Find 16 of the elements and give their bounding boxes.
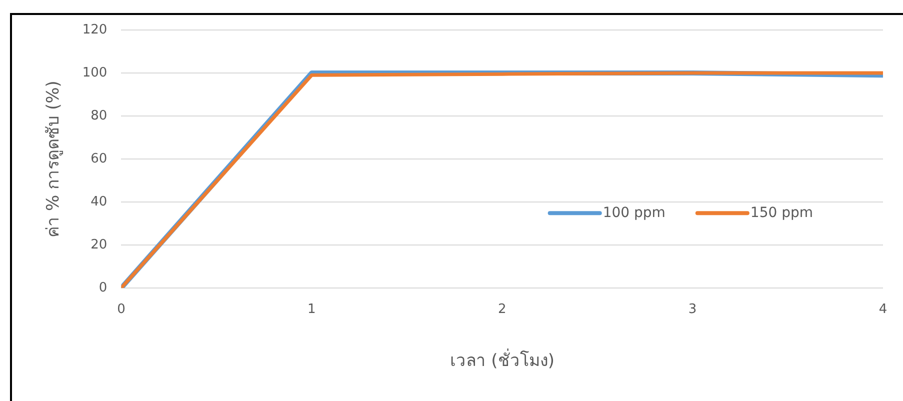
y-tick-label: 20 [90,237,108,252]
x-tick-label: 2 [498,302,506,318]
y-tick-label: 0 [98,280,108,296]
legend-label: 150 ppm [750,204,814,221]
x-tick-label: 4 [878,302,888,318]
x-axis-title: เวลา (ชั่วโมง) [450,348,554,372]
x-tick-label: 3 [688,302,697,318]
y-tick-label: 100 [82,65,108,80]
legend-label: 100 ppm [602,204,666,221]
y-tick-label: 80 [90,108,108,124]
y-tick-label: 60 [90,151,108,166]
x-tick-label: 0 [117,302,126,318]
y-tick-label: 120 [82,22,108,38]
y-tick-label: 40 [90,194,108,210]
y-axis-title: ค่า % การดูดซับ (%) [44,80,64,238]
x-tick-label: 1 [308,302,316,318]
